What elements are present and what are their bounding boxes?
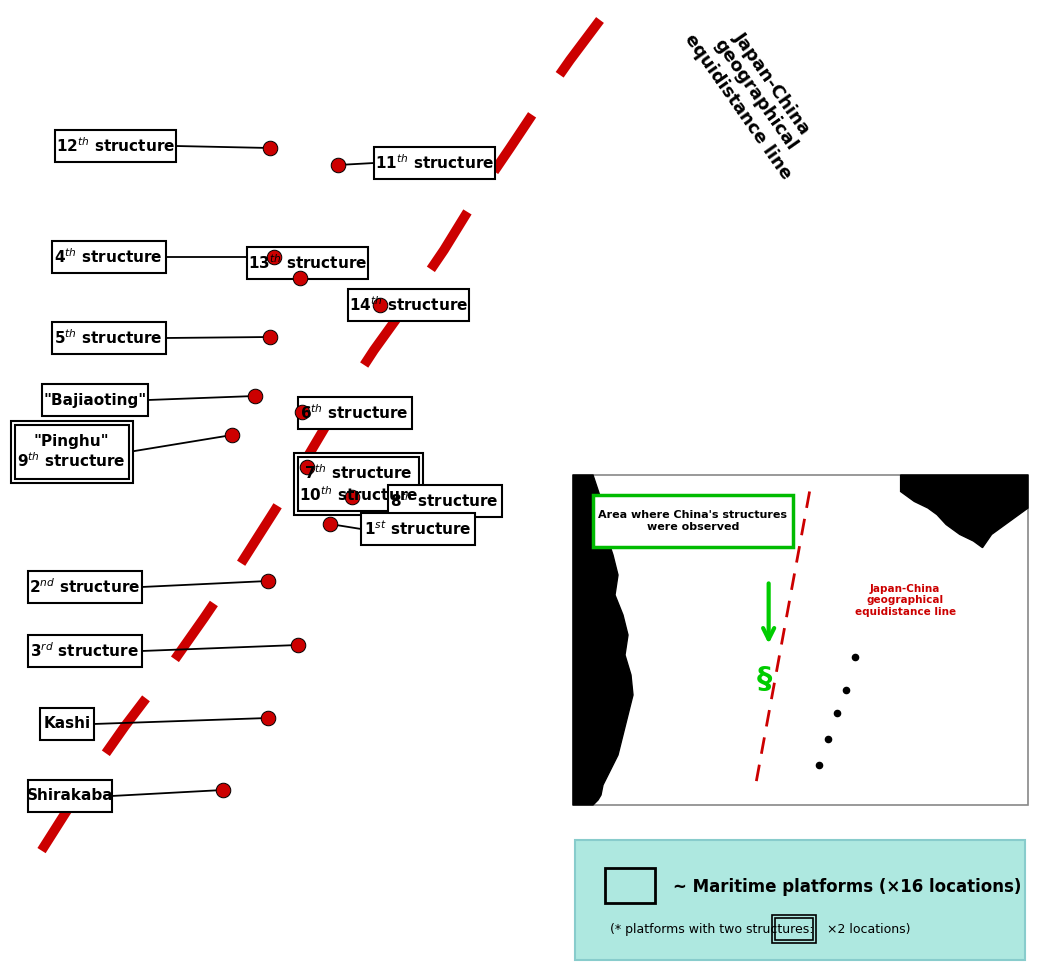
FancyBboxPatch shape <box>40 708 94 740</box>
FancyBboxPatch shape <box>28 780 112 812</box>
FancyBboxPatch shape <box>388 485 501 517</box>
Point <box>291 270 308 286</box>
Point <box>260 573 277 589</box>
Text: ~ Maritime platforms (×16 locations): ~ Maritime platforms (×16 locations) <box>673 878 1021 896</box>
Text: "Pinghu"
9$^{th}$ structure: "Pinghu" 9$^{th}$ structure <box>18 434 126 470</box>
Point <box>260 710 277 726</box>
FancyBboxPatch shape <box>28 571 142 603</box>
Text: ×2 locations): ×2 locations) <box>827 922 910 935</box>
Point <box>293 404 310 419</box>
Point <box>223 427 240 443</box>
Point <box>829 704 846 720</box>
Text: 6$^{th}$ structure: 6$^{th}$ structure <box>301 404 409 422</box>
Point <box>215 782 232 798</box>
Text: Japan-China
geographical
equidistance line: Japan-China geographical equidistance li… <box>855 584 955 617</box>
Text: Kashi: Kashi <box>43 716 91 732</box>
Point <box>299 459 315 475</box>
Text: 11$^{th}$ structure: 11$^{th}$ structure <box>375 154 494 172</box>
Text: §: § <box>757 666 772 694</box>
Point <box>246 388 263 404</box>
FancyBboxPatch shape <box>28 635 142 667</box>
Text: 1$^{st}$ structure: 1$^{st}$ structure <box>364 520 472 538</box>
Text: (* platforms with two structures:: (* platforms with two structures: <box>610 922 813 935</box>
FancyBboxPatch shape <box>55 130 176 162</box>
Point <box>322 517 338 532</box>
FancyBboxPatch shape <box>361 513 475 545</box>
Polygon shape <box>901 475 1028 548</box>
Text: 5$^{th}$ structure: 5$^{th}$ structure <box>54 329 163 347</box>
FancyBboxPatch shape <box>298 457 419 511</box>
Text: 3$^{rd}$ structure: 3$^{rd}$ structure <box>30 641 139 661</box>
FancyBboxPatch shape <box>772 915 816 943</box>
Text: Japan-China
geographical
equidistance line: Japan-China geographical equidistance li… <box>681 7 829 183</box>
Text: 14$^{th}$ structure: 14$^{th}$ structure <box>349 296 468 314</box>
FancyBboxPatch shape <box>298 397 411 429</box>
Text: Shirakaba: Shirakaba <box>26 788 113 804</box>
FancyBboxPatch shape <box>42 384 148 416</box>
FancyBboxPatch shape <box>374 147 495 179</box>
Text: 4$^{th}$ structure: 4$^{th}$ structure <box>54 248 163 267</box>
Text: 12$^{th}$ structure: 12$^{th}$ structure <box>56 136 175 156</box>
FancyBboxPatch shape <box>573 475 1028 805</box>
Point <box>265 249 282 265</box>
FancyBboxPatch shape <box>575 840 1025 960</box>
Point <box>847 649 863 665</box>
Text: Area where China's structures
were observed: Area where China's structures were obser… <box>598 510 787 532</box>
FancyBboxPatch shape <box>348 289 469 321</box>
FancyBboxPatch shape <box>52 322 166 354</box>
Polygon shape <box>573 475 633 805</box>
Point <box>837 682 854 698</box>
FancyBboxPatch shape <box>606 868 655 903</box>
Text: "Bajiaoting": "Bajiaoting" <box>44 392 146 408</box>
Text: 7$^{th}$ structure
10$^{th}$ structure: 7$^{th}$ structure 10$^{th}$ structure <box>299 464 418 504</box>
Text: 8$^{th}$ structure: 8$^{th}$ structure <box>390 491 499 511</box>
FancyBboxPatch shape <box>593 495 793 547</box>
Point <box>289 637 306 653</box>
FancyBboxPatch shape <box>294 453 423 515</box>
Point <box>343 489 360 505</box>
Point <box>372 297 388 312</box>
Point <box>262 140 279 156</box>
FancyBboxPatch shape <box>11 421 133 483</box>
Text: 2$^{nd}$ structure: 2$^{nd}$ structure <box>29 578 140 596</box>
Point <box>262 329 279 344</box>
Point <box>330 158 347 173</box>
Point <box>820 732 836 747</box>
Point <box>810 758 827 774</box>
FancyBboxPatch shape <box>775 918 813 940</box>
Text: 13$^{th}$ structure: 13$^{th}$ structure <box>247 254 367 272</box>
FancyBboxPatch shape <box>52 241 166 273</box>
FancyBboxPatch shape <box>15 425 128 479</box>
FancyBboxPatch shape <box>247 247 367 279</box>
